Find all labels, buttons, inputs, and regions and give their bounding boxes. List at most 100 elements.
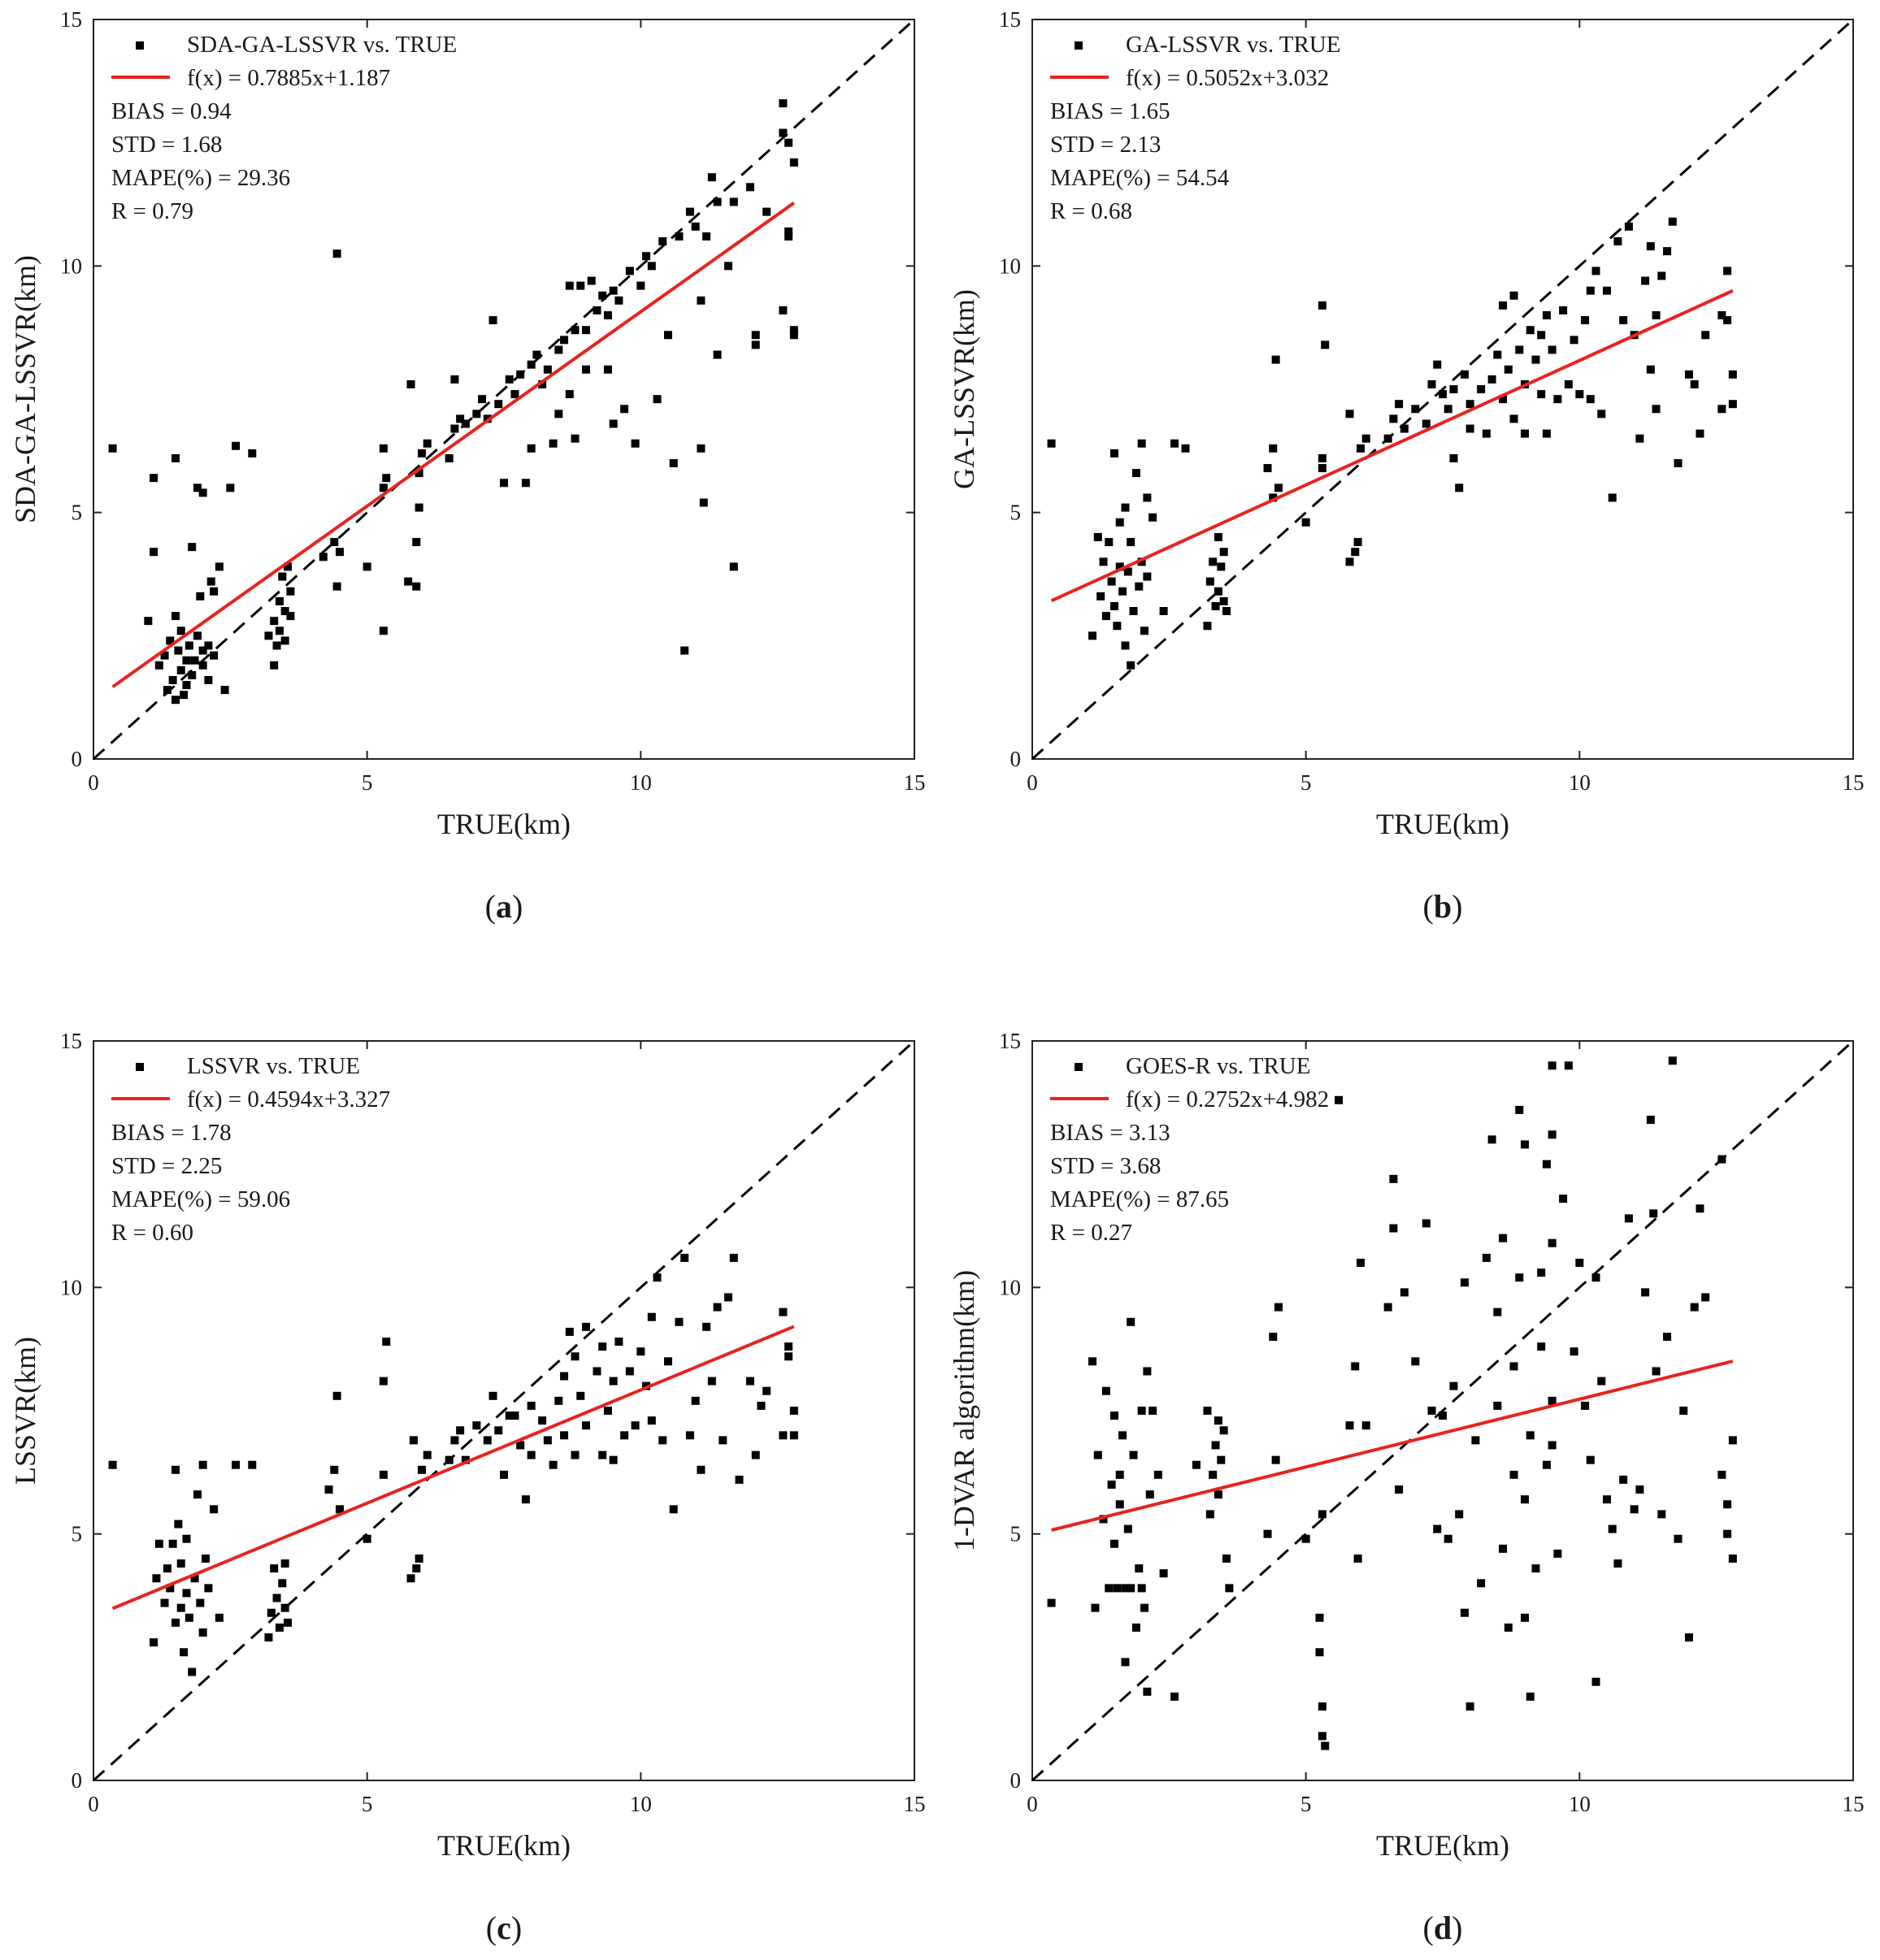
data-point <box>188 543 197 552</box>
data-point <box>560 1431 569 1440</box>
data-point <box>1353 1555 1362 1563</box>
data-point <box>202 1555 211 1563</box>
data-point <box>270 617 279 626</box>
data-point <box>1269 444 1278 453</box>
data-point <box>779 128 788 137</box>
data-point <box>1581 1401 1590 1410</box>
y-tick-label: 0 <box>1010 747 1022 771</box>
data-point <box>1559 306 1568 314</box>
data-point <box>1690 379 1699 388</box>
data-point <box>1203 1407 1212 1415</box>
data-point <box>412 582 421 591</box>
data-point <box>1135 1564 1144 1573</box>
data-point <box>1219 548 1228 557</box>
data-point <box>1619 316 1628 325</box>
data-point <box>1389 1224 1398 1233</box>
data-point <box>1113 1584 1122 1593</box>
data-point <box>779 306 788 314</box>
data-point <box>631 1421 640 1430</box>
data-point <box>636 1347 645 1356</box>
data-point <box>494 1426 503 1435</box>
data-point <box>1471 1436 1480 1445</box>
data-point <box>713 350 722 359</box>
data-point <box>1140 1603 1149 1612</box>
data-point <box>1345 410 1354 418</box>
data-point <box>210 651 219 660</box>
data-point <box>762 207 771 216</box>
data-point <box>330 538 339 547</box>
data-point <box>784 232 793 241</box>
data-point <box>565 281 574 290</box>
data-point <box>789 1431 798 1440</box>
data-point <box>1389 1174 1398 1183</box>
data-point <box>1351 1362 1360 1371</box>
data-point <box>193 483 202 492</box>
data-point <box>176 1559 185 1568</box>
legend-stat: MAPE(%) = 29.36 <box>111 165 290 191</box>
data-point <box>494 400 503 409</box>
legend-series-label: GOES-R vs. TRUE <box>1126 1053 1310 1079</box>
data-point <box>1361 434 1370 443</box>
data-point <box>154 661 163 670</box>
data-point <box>702 1322 711 1331</box>
data-point <box>1225 1584 1234 1593</box>
data-point <box>1143 1367 1152 1376</box>
fit-line <box>111 202 796 688</box>
data-point <box>516 370 525 379</box>
legend-series-label: SDA-GA-LSSVR vs. TRUE <box>187 32 457 58</box>
data-point <box>210 587 219 596</box>
data-point <box>1140 627 1149 635</box>
data-point <box>719 1436 727 1445</box>
data-point <box>1170 1692 1179 1701</box>
legend-stat: BIAS = 0.94 <box>111 98 232 124</box>
caption-paren-close: ) <box>511 1910 522 1946</box>
data-point <box>1129 1450 1138 1459</box>
panel-d: 00 5 5 10 10 15 15 GOES-R vs. TRUE f(x) = 0.2752… <box>948 1029 1865 1946</box>
data-point <box>1701 1293 1710 1302</box>
data-point <box>1088 1357 1097 1366</box>
x-tick-label: 10 <box>630 770 652 795</box>
one-to-one-line <box>92 18 916 761</box>
data-point <box>1263 464 1272 473</box>
data-point <box>284 562 293 571</box>
data-point <box>1274 1303 1283 1312</box>
data-point <box>1123 567 1132 576</box>
data-point <box>521 1495 530 1504</box>
data-point <box>1099 1515 1108 1524</box>
data-point <box>1129 607 1138 615</box>
data-point <box>576 1391 585 1400</box>
data-point <box>1135 582 1144 591</box>
data-point <box>1482 1253 1491 1262</box>
data-point <box>784 227 793 236</box>
data-point <box>1115 1470 1124 1479</box>
data-point <box>1318 1702 1326 1711</box>
data-point <box>1093 1450 1102 1459</box>
x-tick-label: 15 <box>1843 1792 1865 1816</box>
data-point <box>510 1411 519 1420</box>
data-point <box>1383 434 1392 443</box>
data-point <box>1575 1259 1584 1267</box>
data-point <box>1564 1061 1573 1070</box>
data-point <box>1422 419 1431 428</box>
data-point <box>1515 345 1524 354</box>
legend-stat: BIAS = 1.78 <box>111 1120 232 1146</box>
data-point <box>270 661 279 670</box>
legend-stat: BIAS = 1.65 <box>1050 98 1170 124</box>
data-point <box>1101 612 1110 621</box>
data-point <box>1613 1559 1622 1568</box>
x-tick-label: 0 <box>1027 770 1038 795</box>
data-point <box>1269 493 1278 502</box>
data-point <box>1526 326 1535 335</box>
data-point <box>1400 1288 1409 1297</box>
one-to-one-line <box>92 1039 916 1782</box>
data-point <box>332 582 341 591</box>
data-point <box>527 1450 536 1459</box>
data-point <box>1641 1288 1650 1297</box>
data-point <box>697 444 706 453</box>
data-point <box>180 691 189 700</box>
data-point <box>1542 1460 1551 1469</box>
data-point <box>1145 1490 1154 1499</box>
legend-fit-label: f(x) = 0.5052x+3.032 <box>1126 65 1329 91</box>
legend-stat: STD = 2.25 <box>111 1153 222 1179</box>
legend-marker <box>1075 41 1083 50</box>
